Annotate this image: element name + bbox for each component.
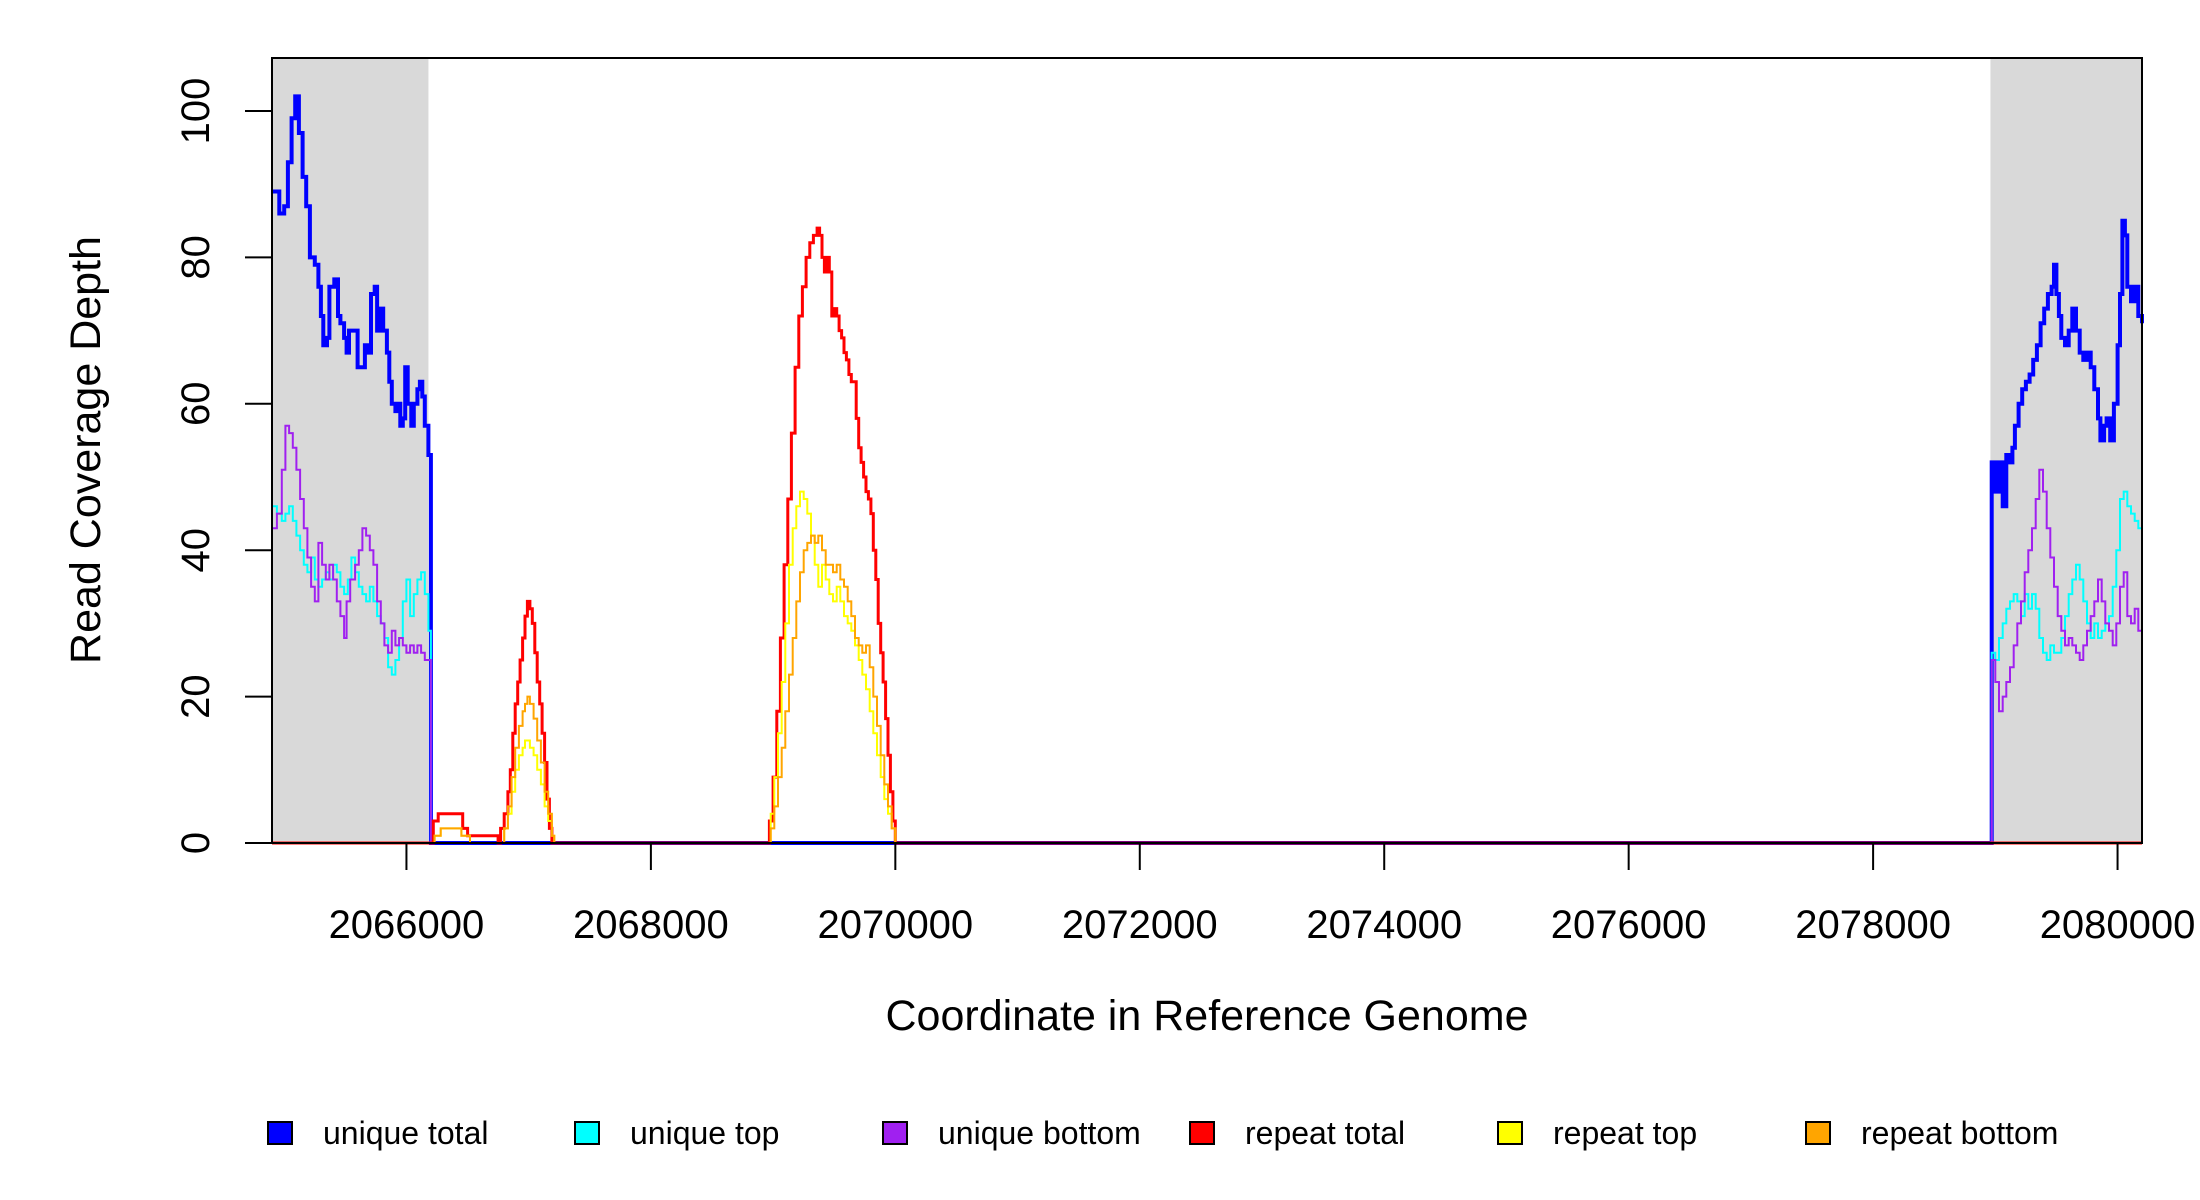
series-line-unique-top xyxy=(272,490,2142,844)
series-line-unique-bottom xyxy=(272,424,2143,844)
shaded-region-2 xyxy=(1990,58,2142,843)
series-line-unique-total xyxy=(272,94,2144,845)
shaded-regions xyxy=(272,58,2142,843)
series-line-repeat-total xyxy=(272,226,2142,845)
legend-label: repeat bottom xyxy=(1861,1115,2058,1151)
x-tick-label: 2080000 xyxy=(2040,903,2196,947)
y-tick-label: 100 xyxy=(174,78,218,145)
x-tick-label: 2076000 xyxy=(1551,903,1707,947)
y-tick-label: 20 xyxy=(174,674,218,719)
legend-swatch xyxy=(1805,1121,1831,1145)
axes: 2066000 2068000 2070000 2072000 2074000 20760… xyxy=(174,57,2196,947)
legend-label: unique total xyxy=(323,1115,488,1151)
x-axis-title: Coordinate in Reference Genome xyxy=(886,992,1529,1040)
x-tick-label: 2070000 xyxy=(817,903,973,947)
legend-label: unique bottom xyxy=(938,1115,1141,1151)
legend-swatch xyxy=(1189,1121,1215,1145)
y-tick-label: 80 xyxy=(174,235,218,280)
series-lines xyxy=(272,94,2144,845)
legend-label: unique top xyxy=(630,1115,779,1151)
legend-swatch xyxy=(267,1121,293,1145)
x-tick-label: 2078000 xyxy=(1795,903,1951,947)
x-tick-label: 2074000 xyxy=(1306,903,1462,947)
x-tick-label: 2068000 xyxy=(573,903,729,947)
series-line-repeat-bottom xyxy=(272,534,2142,844)
legend-swatch xyxy=(574,1121,600,1145)
shaded-region-1 xyxy=(272,58,429,843)
y-axis-title: Read Coverage Depth xyxy=(62,236,110,664)
y-tick-label: 40 xyxy=(174,528,218,573)
y-tick-label: 60 xyxy=(174,382,218,427)
legend-label: repeat total xyxy=(1245,1115,1405,1151)
legend-swatch xyxy=(882,1121,908,1145)
legend-label: repeat top xyxy=(1553,1115,1697,1151)
y-tick-label: 0 xyxy=(174,832,218,854)
plot-frame xyxy=(271,57,2143,844)
legend-swatch xyxy=(1497,1121,1523,1145)
x-tick-label: 2072000 xyxy=(1062,903,1218,947)
x-tick-label: 2066000 xyxy=(329,903,485,947)
legend: unique total unique top unique bottom repea… xyxy=(267,1115,2058,1151)
series-line-repeat-top xyxy=(272,490,2142,844)
